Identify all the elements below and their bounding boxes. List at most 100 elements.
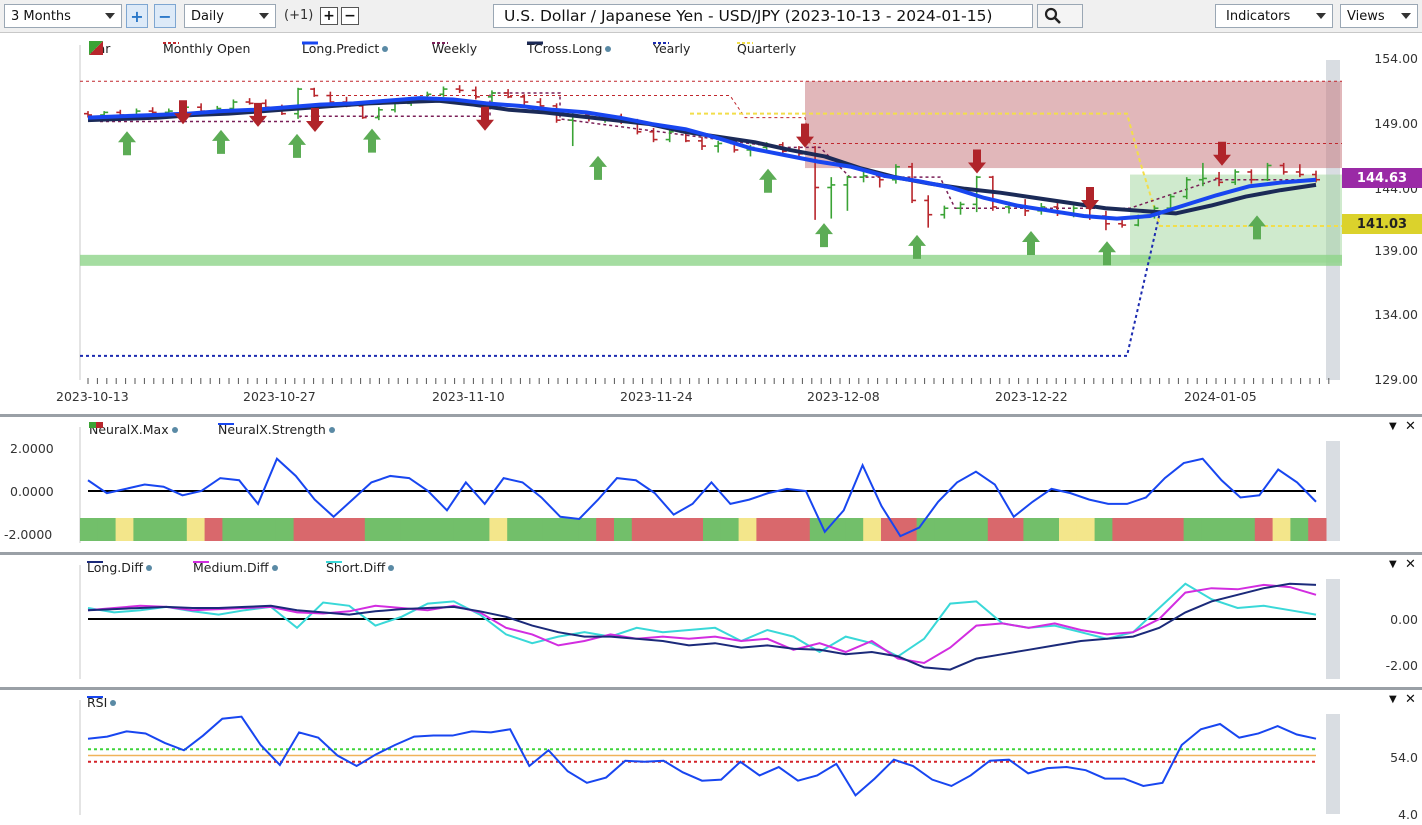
chevron-down-icon [259,13,269,19]
legend-tcross-long[interactable]: TCross.Long [527,41,612,56]
search-button[interactable] [1037,4,1083,28]
legend-rsi[interactable]: RSI [87,695,117,710]
line-icon [193,561,209,563]
y-tick-label: 54.0 [1390,750,1418,765]
minus-icon: − [344,8,356,24]
legend-short-diff[interactable]: Short.Diff [326,560,395,575]
panel-collapse-button[interactable]: ▼ [1389,559,1397,570]
symbol-title-input[interactable]: U.S. Dollar / Japanese Yen - USD/JPY (20… [493,4,1033,28]
neuralx-max-bar [667,518,686,541]
indicators-dropdown[interactable]: Indicators [1215,4,1333,28]
neuralx-max-bar [525,518,544,541]
settings-dot-icon[interactable] [110,699,117,706]
price-panel[interactable]: Bar Monthly Open Long.Predict Weekly TCr… [0,35,1422,414]
settings-dot-icon[interactable] [171,426,178,433]
neuralx-max-bar [489,518,508,541]
neuralx-max-bar [115,518,134,541]
panel-divider[interactable] [0,414,1422,417]
sell-arrow-icon [174,100,192,125]
scroll-strip [1326,714,1340,814]
legend-monthly-open[interactable]: Monthly Open [163,41,250,56]
legend-label: RSI [87,695,108,710]
neuralx-max-bar [631,518,651,541]
legend-label: Long.Diff [87,560,143,575]
neuralx-chart[interactable] [0,417,1422,552]
buy-arrow-icon [1248,215,1266,240]
buy-arrow-icon [363,128,381,153]
neuralx-max-bar [471,518,490,541]
add-button[interactable]: + [320,7,338,25]
panel-divider[interactable] [0,552,1422,555]
neuralx-max-bar [845,518,864,541]
neuralx-max-bar [258,518,277,541]
price-chart[interactable] [0,35,1422,414]
legend-neuralx-max[interactable]: NeuralX.Max [89,422,178,437]
neuralx-max-bar [952,518,971,541]
legend-medium-diff[interactable]: Medium.Diff [193,560,278,575]
neuralx-max-bar [1272,518,1291,541]
diff-chart[interactable] [0,555,1422,687]
settings-dot-icon[interactable] [605,45,612,52]
plus-icon: + [130,6,144,26]
settings-dot-icon[interactable] [388,564,395,571]
y-tick-label: 2.0000 [10,441,54,456]
neuralx-max-bar [222,518,241,541]
indicators-label: Indicators [1226,8,1291,24]
legend-long-predict[interactable]: Long.Predict [302,41,389,56]
legend-yearly[interactable]: Yearly [653,41,690,56]
rsi-panel[interactable]: RSI 54.0 4.0 ▼ ✕ [0,690,1422,825]
interval-select[interactable]: Daily [184,4,276,28]
sell-arrow-icon [796,123,814,148]
line-icon [302,41,318,45]
neuralx-panel[interactable]: NeuralX.Max NeuralX.Strength 2.0000 0.00… [0,417,1422,552]
neuralx-max-bar [1201,518,1220,541]
buy-arrow-icon [908,234,926,259]
neuralx-max-bar [364,518,384,541]
sell-arrow-icon [306,108,324,133]
x-tick-label: 2023-12-08 [807,389,880,404]
legend-weekly[interactable]: Weekly [432,41,477,56]
zoom-out-button[interactable]: − [154,4,176,28]
legend-neuralx-strength[interactable]: NeuralX.Strength [218,422,335,437]
panel-collapse-button[interactable]: ▼ [1389,694,1397,705]
legend-label: Weekly [432,41,478,56]
legend-quarterly[interactable]: Quarterly [737,41,796,56]
neuralx-max-bar [1094,518,1113,541]
legend-long-diff[interactable]: Long.Diff [87,560,152,575]
chevron-down-icon [1401,13,1411,19]
settings-dot-icon[interactable] [271,564,278,571]
y-tick-label: 149.00 [1374,116,1418,131]
legend-bar[interactable]: Bar [89,41,110,56]
panel-close-button[interactable]: ✕ [1405,557,1416,572]
neuralx-max-bar [1023,518,1042,541]
diff-panel[interactable]: Long.Diff Medium.Diff Short.Diff 0.00 -2… [0,555,1422,687]
panel-collapse-button[interactable]: ▼ [1389,421,1397,432]
settings-dot-icon[interactable] [145,564,152,571]
neuralx-max-bar [596,518,615,541]
bar-swatch-icon [89,41,103,55]
y-tick-label: 0.00 [1390,612,1418,627]
settings-dot-icon[interactable] [328,426,335,433]
neuralx-max-bar [774,518,793,541]
y-tick-label: 139.00 [1374,243,1418,258]
rsi-chart[interactable] [0,690,1422,825]
panel-close-button[interactable]: ✕ [1405,692,1416,707]
period-select[interactable]: 3 Months [4,4,122,28]
remove-button[interactable]: − [341,7,359,25]
legend-label: Medium.Diff [193,560,269,575]
zoom-in-button[interactable]: + [126,4,148,28]
toolbar: 3 Months + − Daily (+1) + − U.S. Dollar … [0,0,1422,33]
settings-dot-icon[interactable] [382,45,389,52]
interval-value: Daily [191,8,224,24]
buy-arrow-icon [288,133,306,158]
symbol-title: U.S. Dollar / Japanese Yen - USD/JPY (20… [504,7,993,25]
panel-divider[interactable] [0,687,1422,690]
views-dropdown[interactable]: Views [1340,4,1418,28]
neuralx-max-bar [756,518,775,541]
neuralx-max-bar [275,518,295,541]
sell-arrow-icon [476,106,494,131]
panel-close-button[interactable]: ✕ [1405,419,1416,434]
neuralx-max-bar [881,518,900,541]
long-diff-line [87,582,1317,671]
